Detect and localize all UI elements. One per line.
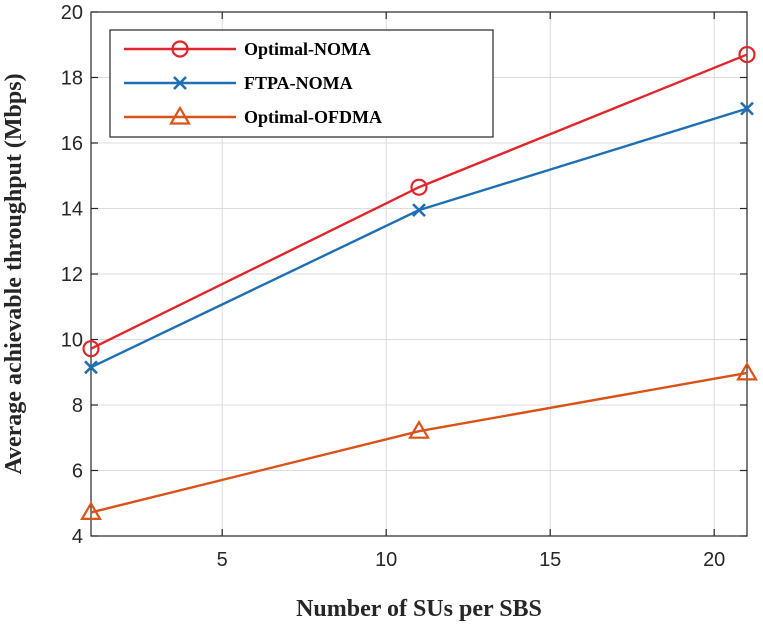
x-tick-label: 15 bbox=[539, 549, 561, 571]
data-point bbox=[738, 45, 756, 64]
legend-marker bbox=[173, 76, 187, 90]
y-tick-label: 10 bbox=[61, 330, 83, 352]
legend-entry: Optimal-OFDMA bbox=[124, 105, 382, 127]
y-tick-label: 6 bbox=[72, 461, 83, 483]
y-tick-label: 4 bbox=[72, 526, 83, 548]
y-tick-label: 20 bbox=[61, 2, 83, 24]
data-point bbox=[740, 101, 754, 116]
legend-entry: FTPA-NOMA bbox=[124, 73, 353, 93]
data-point bbox=[84, 360, 98, 375]
series-ftpa-noma bbox=[84, 101, 754, 375]
legend-label: Optimal-OFDMA bbox=[244, 107, 382, 127]
data-point bbox=[736, 361, 758, 381]
series-line bbox=[90, 371, 748, 514]
legend-marker bbox=[169, 105, 191, 125]
x-axis-title: Number of SUs per SBS bbox=[296, 596, 542, 622]
axis-ticks: 5 10 15 20 4 6 8 10 12 14 16 18 20 bbox=[61, 2, 747, 571]
legend-marker bbox=[171, 40, 189, 58]
data-point bbox=[412, 203, 426, 218]
y-tick-label: 12 bbox=[61, 264, 83, 286]
y-tick-label: 14 bbox=[61, 199, 83, 221]
series-line bbox=[90, 53, 748, 350]
x-tick-label: 5 bbox=[217, 549, 228, 571]
legend-label: Optimal-NOMA bbox=[244, 39, 371, 59]
data-point bbox=[410, 178, 428, 196]
data-point bbox=[408, 420, 430, 439]
series-optimal-noma bbox=[82, 45, 756, 358]
legend-entry: Optimal-NOMA bbox=[124, 39, 371, 59]
y-tick-label: 18 bbox=[61, 68, 83, 90]
x-tick-label: 20 bbox=[703, 549, 725, 571]
legend: Optimal-NOMA FTPA-NOMA Optimal-OFDMA bbox=[109, 29, 494, 138]
series-group bbox=[80, 45, 758, 520]
data-point bbox=[82, 340, 100, 358]
y-tick-label: 8 bbox=[72, 395, 83, 417]
data-point bbox=[80, 501, 102, 520]
x-tick-label: 10 bbox=[375, 549, 397, 571]
series-line bbox=[90, 107, 748, 369]
y-axis-title: Average achievable throughput (Mbps) bbox=[1, 73, 27, 474]
series-optimal-ofdma bbox=[80, 361, 758, 520]
y-tick-label: 16 bbox=[61, 133, 83, 155]
legend-label: FTPA-NOMA bbox=[244, 73, 353, 93]
